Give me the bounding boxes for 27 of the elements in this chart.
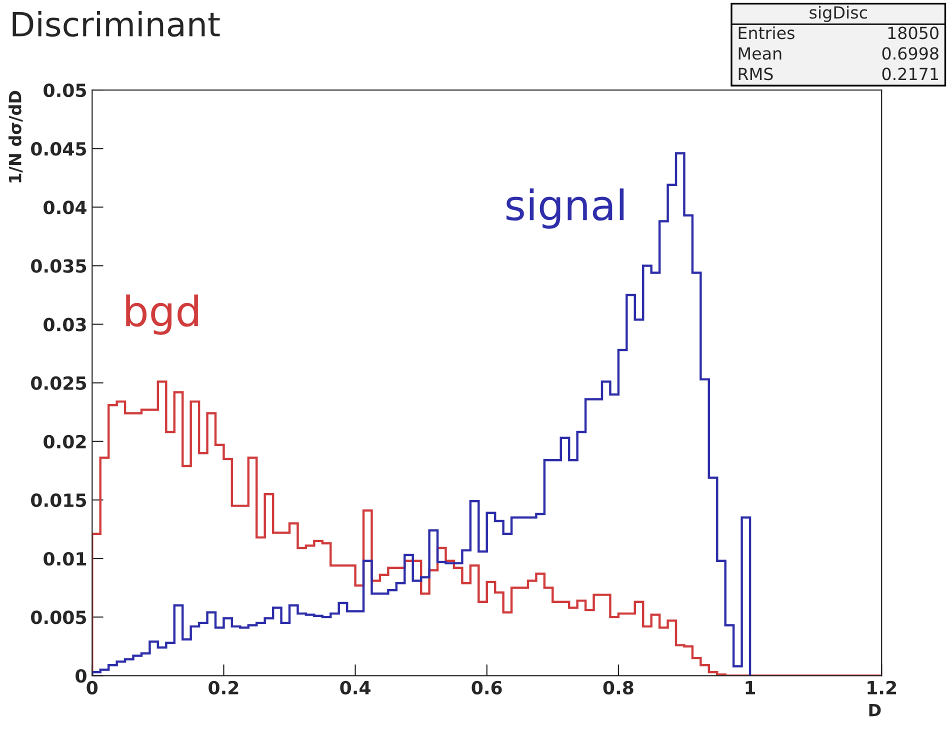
chart-title: Discriminant xyxy=(12,10,220,37)
y-tick-label: 0.025 xyxy=(31,376,86,390)
series-label: signal xyxy=(506,188,624,229)
y-tick-label: 0.045 xyxy=(31,142,86,156)
text: Mean 0.6998 xyxy=(738,47,938,60)
x-tick-label: 0.8 xyxy=(603,680,634,694)
series-label: bgd xyxy=(126,294,198,335)
y-axis-title: 1/N dσ/dD xyxy=(8,90,23,182)
text: Entries 18050 xyxy=(738,26,938,40)
y-tick-label: 0.015 xyxy=(31,493,86,508)
y-tick-label: 0.01 xyxy=(44,552,86,566)
y-tick-label: 0.03 xyxy=(44,318,86,332)
x-tick-label: 1 xyxy=(746,681,756,694)
y-tick-label: 0 xyxy=(76,669,86,683)
y-tick-label: 0.005 xyxy=(31,610,86,624)
x-axis-title: D xyxy=(869,704,881,716)
x-tick-label: 0.4 xyxy=(340,680,370,694)
x-tick-label: 0.2 xyxy=(208,680,238,694)
y-tick-label: 0.02 xyxy=(44,434,86,449)
x-tick-label: 0.6 xyxy=(472,680,502,694)
text: RMS 0.2171 xyxy=(738,68,938,80)
y-tick-label: 0.035 xyxy=(31,259,86,273)
y-tick-label: 0.05 xyxy=(44,83,86,98)
x-tick-label: 0 xyxy=(86,680,98,694)
y-tick-label: 0.04 xyxy=(44,200,86,214)
x-tick-label: 1.2 xyxy=(868,680,896,694)
text: sigDisc xyxy=(810,6,867,22)
